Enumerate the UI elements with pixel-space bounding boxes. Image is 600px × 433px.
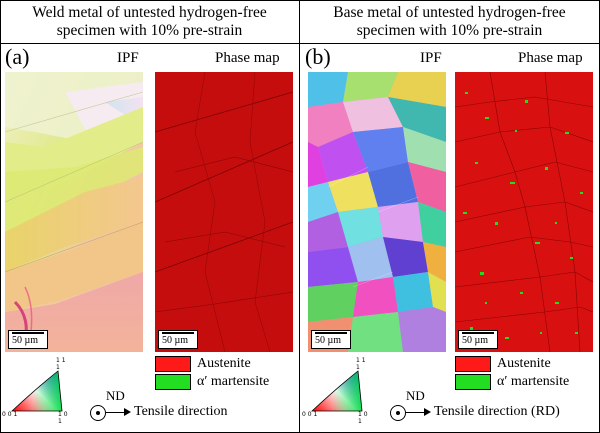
arrow-line <box>406 412 426 414</box>
panel-b-legend-austenite: Austenite <box>455 356 551 372</box>
martensite-swatch <box>155 374 191 390</box>
weld-ipf-scale-bar: 50 µm <box>8 330 48 349</box>
panel-a-title-line2: specimen with 10% pre-strain <box>56 22 243 39</box>
base-ipf-scale-bar: 50 µm <box>311 330 351 349</box>
austenite-legend-label: Austenite <box>497 356 551 371</box>
panel-a-phase-label: Phase map <box>215 50 280 66</box>
weld-phase-scale-label: 50 µm <box>162 335 189 346</box>
austenite-legend-label: Austenite <box>197 356 251 371</box>
base-phase-map: 50 µm <box>455 72 593 352</box>
scale-bar-line <box>462 332 494 334</box>
weld-ipf-map: 50 µm <box>5 72 143 352</box>
triangle-label-111: 1 1 1 <box>356 357 366 371</box>
scale-bar-line <box>315 332 347 334</box>
panel-b: Base metal of untested hydrogen-free spe… <box>300 0 599 433</box>
panel-b-title-line2: specimen with 10% pre-strain <box>356 22 543 39</box>
ipf-triangle-icon <box>10 370 63 412</box>
panel-a-legend-austenite: Austenite <box>155 356 251 372</box>
triangle-label-101: 1 0 1 <box>358 411 368 425</box>
tensile-direction-label: Tensile direction (RD) <box>434 404 560 419</box>
ipf-triangle-icon <box>310 370 363 412</box>
arrow-right-icon <box>424 408 431 416</box>
weld-ipf-graphic <box>5 72 143 352</box>
scale-bar-line <box>162 332 194 334</box>
nd-out-of-plane-icon <box>90 405 106 421</box>
panel-b-axis-indicator: ND Tensile direction (RD) <box>388 388 598 428</box>
triangle-label-101: 1 0 1 <box>58 411 68 425</box>
header-divider <box>0 43 600 44</box>
panel-b-letter: (b) <box>305 44 331 69</box>
austenite-swatch <box>455 356 491 372</box>
ipf-color-key: 1 1 1 0 0 1 1 0 1 <box>302 357 368 425</box>
panel-b-phase-label: Phase map <box>518 50 583 66</box>
weld-phase-scale-bar: 50 µm <box>158 330 198 349</box>
weld-phase-map: 50 µm <box>155 72 293 352</box>
ipf-color-key: 1 1 1 0 0 1 1 0 1 <box>2 357 68 425</box>
triangle-label-001: 0 0 1 <box>2 411 18 418</box>
arrow-right-icon <box>124 408 131 416</box>
nd-label: ND <box>406 388 425 403</box>
triangle-label-001: 0 0 1 <box>302 411 318 418</box>
base-ipf-graphic <box>308 72 446 352</box>
panel-divider-vertical <box>299 0 300 433</box>
base-ipf-scale-label: 50 µm <box>315 335 342 346</box>
weld-ipf-scale-label: 50 µm <box>12 335 39 346</box>
panel-b-legend-martensite: α′ martensite <box>455 374 569 390</box>
panel-a: Weld metal of untested hydrogen-free spe… <box>0 0 299 433</box>
panel-b-title-line1: Base metal of untested hydrogen-free <box>333 4 566 21</box>
panel-a-axis-indicator: ND Tensile direction <box>88 388 298 428</box>
tensile-direction-label: Tensile direction <box>134 404 228 419</box>
panel-a-title-line1: Weld metal of untested hydrogen-free <box>32 4 267 21</box>
nd-label: ND <box>106 388 125 403</box>
martensite-swatch <box>455 374 491 390</box>
triangle-label-111: 1 1 1 <box>56 357 66 371</box>
panel-b-title: Base metal of untested hydrogen-free spe… <box>300 4 599 40</box>
scale-bar-line <box>12 332 44 334</box>
base-phase-scale-label: 50 µm <box>462 335 489 346</box>
base-phase-graphic <box>455 72 593 352</box>
martensite-legend-label: α′ martensite <box>197 374 270 389</box>
panel-a-letter: (a) <box>5 44 30 69</box>
arrow-line <box>106 412 126 414</box>
panel-a-title: Weld metal of untested hydrogen-free spe… <box>0 4 299 40</box>
panel-a-ipf-label: IPF <box>117 50 139 66</box>
base-ipf-map: 50 µm <box>308 72 446 352</box>
nd-out-of-plane-icon <box>390 405 406 421</box>
weld-phase-graphic <box>155 72 293 352</box>
martensite-legend-label: α′ martensite <box>497 374 570 389</box>
panel-b-ipf-label: IPF <box>420 50 442 66</box>
base-phase-scale-bar: 50 µm <box>458 330 498 349</box>
austenite-swatch <box>155 356 191 372</box>
panel-a-legend-martensite: α′ martensite <box>155 374 269 390</box>
